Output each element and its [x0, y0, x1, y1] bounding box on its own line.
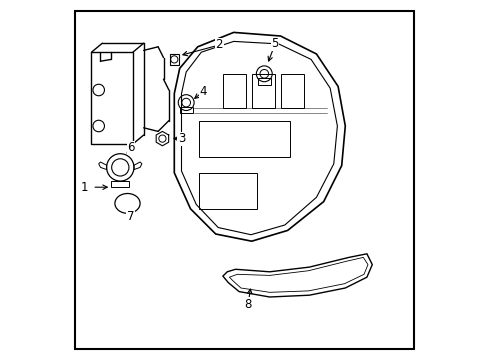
- Text: 1: 1: [81, 181, 88, 194]
- Text: 4: 4: [199, 85, 206, 98]
- Text: 3: 3: [178, 132, 185, 145]
- Bar: [199, 173, 257, 209]
- Text: 6: 6: [127, 141, 135, 154]
- Text: 5: 5: [271, 37, 278, 50]
- Bar: [179, 107, 192, 113]
- Bar: [223, 74, 246, 108]
- Text: 2: 2: [215, 39, 223, 51]
- Bar: [91, 52, 133, 144]
- Text: 7: 7: [126, 210, 134, 222]
- Text: 8: 8: [244, 298, 251, 311]
- Bar: [251, 74, 275, 108]
- Bar: [280, 74, 303, 108]
- Bar: [257, 78, 270, 85]
- Bar: [169, 54, 179, 65]
- Bar: [199, 121, 289, 157]
